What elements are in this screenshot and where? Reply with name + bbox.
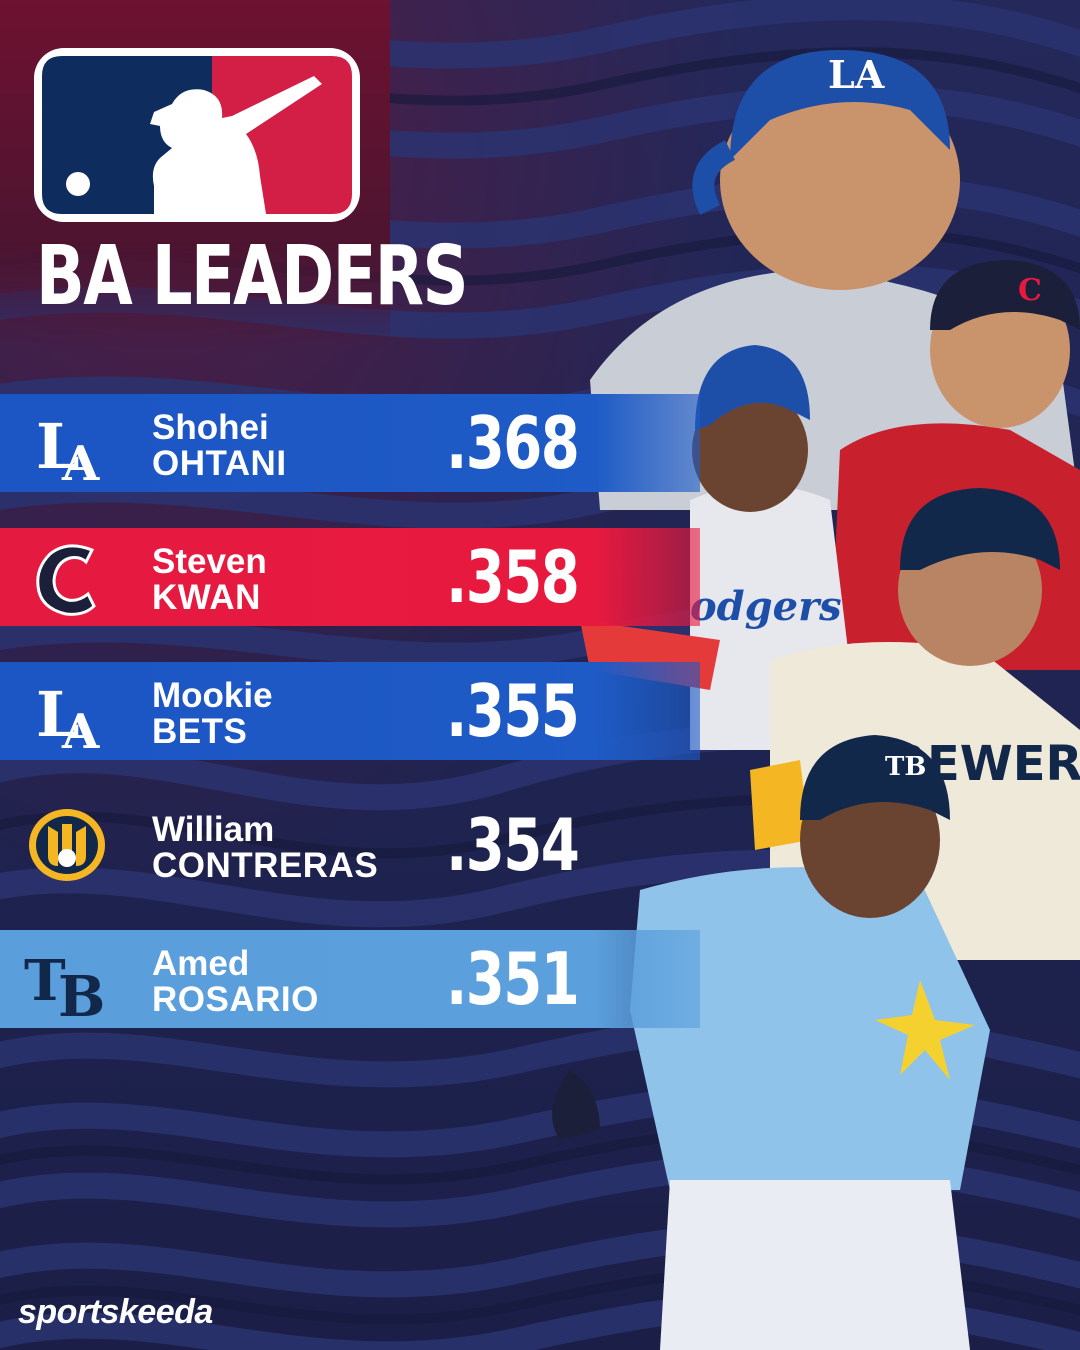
dodgers-la-logo: L A (36, 410, 100, 484)
players-photo: LA C odgers REWER TB (552, 50, 1080, 1350)
player-last-name: OHTANI (152, 444, 287, 483)
svg-text:C: C (1018, 273, 1042, 308)
batting-average: .368 (446, 401, 580, 485)
leader-row-4[interactable]: William CONTRERAS .354 (0, 796, 700, 894)
svg-text:LA: LA (828, 52, 885, 97)
leader-row-1[interactable]: L A Shohei OHTANI .368 (0, 394, 700, 492)
page-title: BA LEADERS (36, 229, 469, 324)
player-last-name: CONTRERAS (152, 846, 379, 885)
svg-text:A: A (61, 436, 100, 484)
leader-row-2[interactable]: Steven KWAN .358 (0, 528, 700, 626)
guardians-c-logo (36, 544, 96, 616)
player-first-name: Amed (152, 944, 250, 983)
svg-text:L: L (36, 410, 80, 483)
batting-average: .351 (446, 937, 580, 1021)
player-last-name: BETS (152, 712, 248, 751)
svg-text:L: L (36, 678, 80, 751)
player-last-name: KWAN (152, 578, 261, 617)
batting-average: .355 (446, 669, 580, 753)
svg-text:TB: TB (885, 752, 926, 782)
player-first-name: Steven (152, 542, 267, 581)
batting-average: .354 (446, 803, 580, 887)
brewers-mitt-logo (29, 809, 105, 881)
svg-text:A: A (61, 704, 100, 752)
svg-text:B: B (58, 964, 105, 1020)
mlb-logo (34, 48, 360, 222)
leader-row-5[interactable]: T B Amed ROSARIO .351 (0, 930, 700, 1028)
rays-tb-logo: T B (24, 948, 105, 1020)
batting-average: .358 (446, 535, 580, 619)
dodgers-la-logo: L A (36, 678, 100, 752)
player-first-name: Mookie (152, 676, 273, 715)
sportskeeda-logo: sportskeeda (18, 1293, 213, 1331)
player-first-name: Shohei (152, 408, 269, 447)
player-last-name: ROSARIO (152, 980, 319, 1019)
svg-text:T: T (24, 948, 66, 1014)
svg-text:odgers: odgers (690, 583, 842, 630)
player-first-name: William (152, 810, 275, 849)
leader-row-3[interactable]: L A Mookie BETS .355 (0, 662, 700, 760)
